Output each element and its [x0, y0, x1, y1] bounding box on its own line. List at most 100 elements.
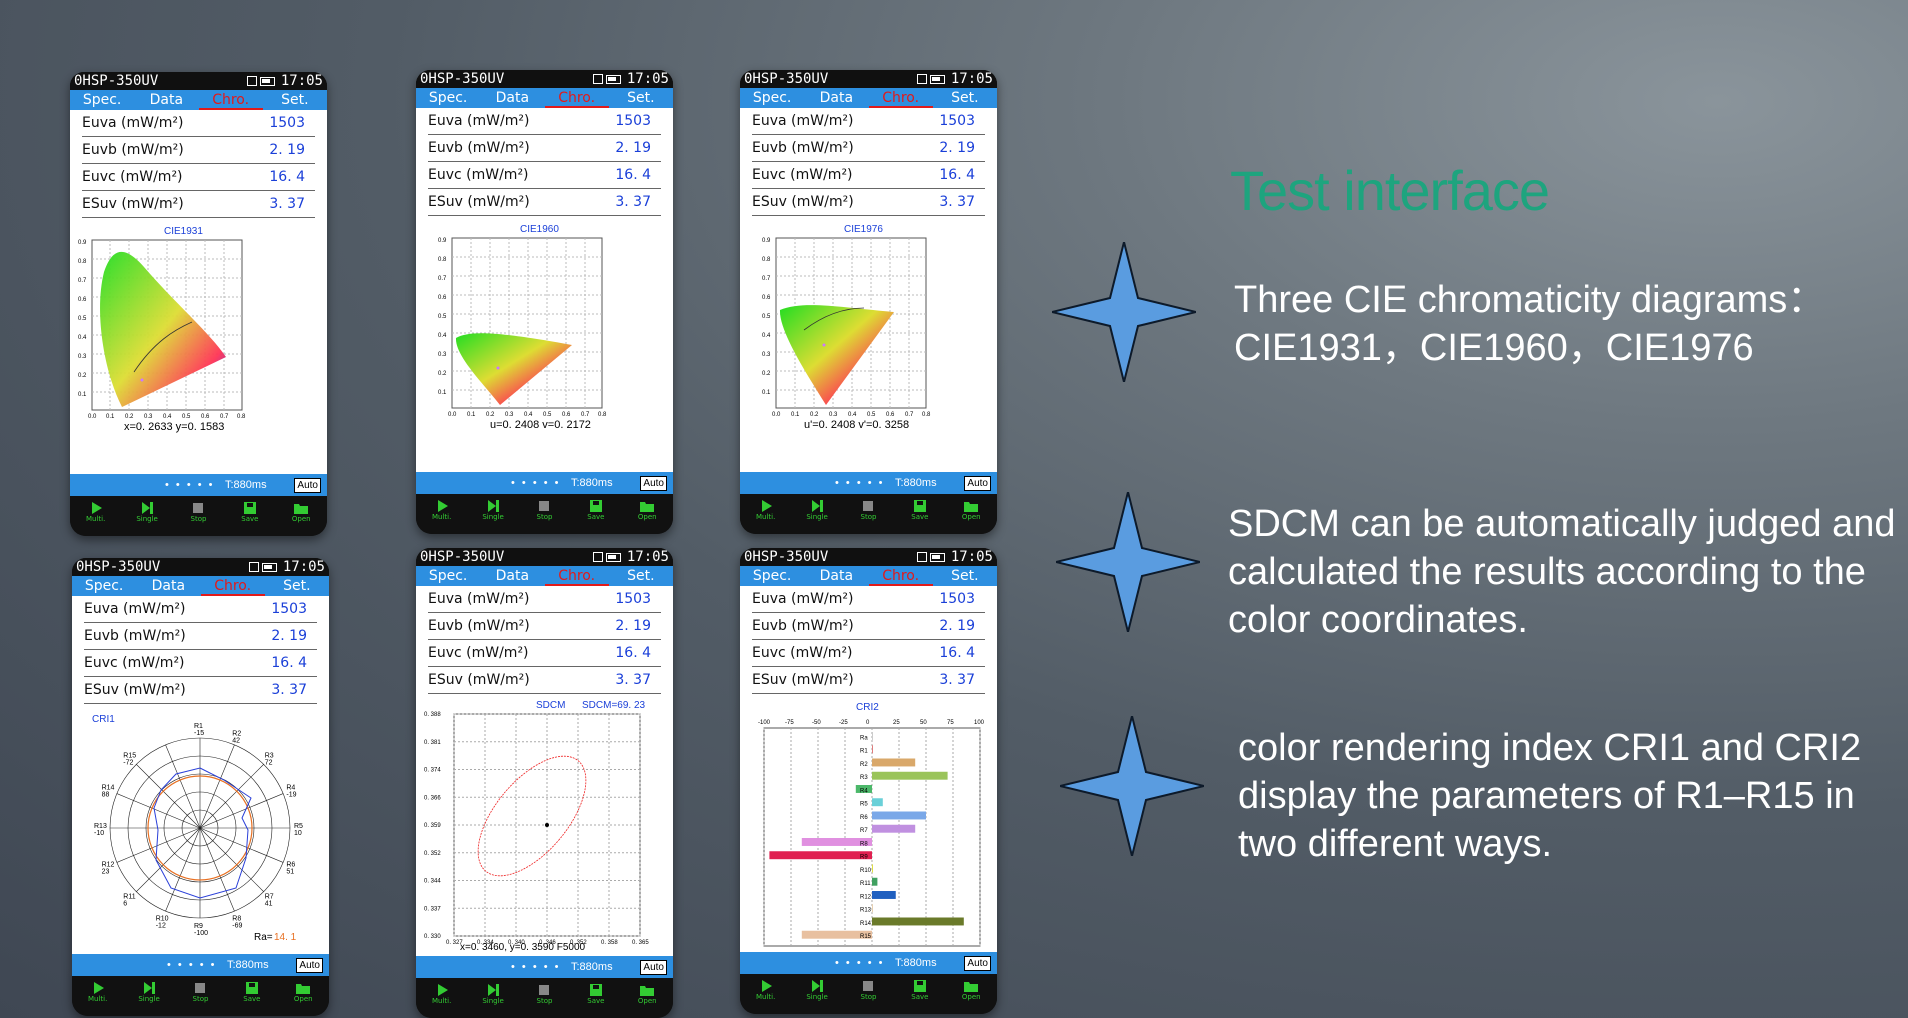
stop-key[interactable]: Stop [178, 502, 218, 523]
svg-text:0.7: 0.7 [78, 278, 87, 284]
tab-data[interactable]: Data [149, 92, 184, 108]
multi-key[interactable]: Multi. [78, 982, 118, 1003]
key-label: Multi. [88, 995, 108, 1003]
auto-button[interactable]: Auto [964, 476, 991, 491]
tab-data[interactable]: Data [495, 90, 530, 106]
tab-spec[interactable]: Spec. [84, 578, 124, 594]
auto-button[interactable]: Auto [640, 960, 667, 975]
stop-key[interactable]: Stop [524, 984, 564, 1005]
single-key[interactable]: Single [127, 502, 167, 523]
open-key[interactable]: Open [283, 982, 323, 1003]
tab-set[interactable]: Set. [283, 578, 311, 594]
tab-set[interactable]: Set. [627, 568, 655, 584]
single-key[interactable]: Single [129, 982, 169, 1003]
key-label: Single [138, 995, 160, 1003]
tab-spec[interactable]: Spec. [428, 568, 468, 584]
key-label: Save [587, 513, 605, 521]
open-key[interactable]: Open [951, 980, 991, 1001]
tab-data[interactable]: Data [151, 578, 186, 594]
multi-key[interactable]: Multi. [422, 984, 462, 1005]
auto-button[interactable]: Auto [640, 476, 667, 491]
save-key[interactable]: Save [576, 500, 616, 521]
key-label: Open [637, 513, 657, 521]
cri2-bar [872, 771, 948, 780]
measurement-value: 3. 37 [939, 194, 975, 210]
polar-label-value: -69 [232, 922, 242, 929]
stop-key[interactable]: Stop [180, 982, 220, 1003]
tab-spec[interactable]: Spec. [752, 568, 792, 584]
tab-data[interactable]: Data [819, 90, 854, 106]
tab-bar: Spec. Data Chro. Set. [740, 88, 997, 108]
measurement-label: Euvb (mW/m²) [752, 140, 854, 156]
tab-set[interactable]: Set. [951, 90, 979, 106]
description-line: two different ways. [1238, 823, 1553, 865]
save-icon [913, 500, 926, 512]
single-key[interactable]: Single [473, 984, 513, 1005]
tab-chro[interactable]: Chro. [198, 90, 263, 110]
step-icon [488, 984, 500, 996]
open-key[interactable]: Open [951, 500, 991, 521]
measurement-label: ESuv (mW/m²) [752, 194, 854, 210]
battery-icon [930, 75, 945, 84]
single-key[interactable]: Single [473, 500, 513, 521]
clock: 17:05 [280, 73, 323, 89]
bottom-bar: • • • • • T:880ms Auto [416, 472, 673, 494]
category-label: R8 [860, 841, 868, 847]
tab-spec[interactable]: Spec. [752, 90, 792, 106]
measurement-row: Euva (mW/m²) 1503 [752, 586, 985, 613]
tab-set[interactable]: Set. [281, 92, 309, 108]
multi-key[interactable]: Multi. [76, 502, 116, 523]
tab-set[interactable]: Set. [627, 90, 655, 106]
stop-key[interactable]: Stop [848, 980, 888, 1001]
save-key[interactable]: Save [576, 984, 616, 1005]
tab-data[interactable]: Data [495, 568, 530, 584]
open-key[interactable]: Open [281, 502, 321, 523]
polar-label-name: R11 [123, 894, 135, 901]
sd-card-icon [917, 552, 927, 562]
key-label: Multi. [86, 515, 106, 523]
svg-text:0.2: 0.2 [438, 371, 447, 377]
open-key[interactable]: Open [627, 984, 667, 1005]
svg-text:0.1: 0.1 [438, 390, 447, 396]
tab-chro[interactable]: Chro. [544, 566, 609, 586]
page-dots: • • • • • [511, 961, 561, 973]
tab-data[interactable]: Data [819, 568, 854, 584]
cri2-bar [872, 732, 873, 740]
multi-key[interactable]: Multi. [746, 500, 786, 521]
clock: 17:05 [950, 549, 993, 565]
tab-chro[interactable]: Chro. [868, 88, 933, 108]
polar-label-value: 6 [123, 901, 127, 908]
auto-button[interactable]: Auto [294, 478, 321, 493]
single-key[interactable]: Single [797, 980, 837, 1001]
tab-spec[interactable]: Spec. [428, 90, 468, 106]
stop-key[interactable]: Stop [524, 500, 564, 521]
stop-key[interactable]: Stop [848, 500, 888, 521]
save-key[interactable]: Save [230, 502, 270, 523]
category-label: R2 [860, 762, 868, 768]
tab-chro[interactable]: Chro. [200, 576, 265, 596]
open-key[interactable]: Open [627, 500, 667, 521]
tab-set[interactable]: Set. [951, 568, 979, 584]
multi-key[interactable]: Multi. [746, 980, 786, 1001]
device-cie1976: 0HSP-350UV 17:05 Spec. Data Chro. Set. E… [740, 70, 997, 534]
save-key[interactable]: Save [900, 980, 940, 1001]
cri2-bar [872, 891, 896, 899]
step-icon [144, 982, 156, 994]
save-key[interactable]: Save [900, 500, 940, 521]
auto-button[interactable]: Auto [296, 958, 323, 973]
measurement-value: 1503 [939, 591, 975, 607]
single-key[interactable]: Single [797, 500, 837, 521]
multi-key[interactable]: Multi. [422, 500, 462, 521]
save-key[interactable]: Save [232, 982, 272, 1003]
tab-chro[interactable]: Chro. [544, 88, 609, 108]
tab-spec[interactable]: Spec. [82, 92, 122, 108]
cri2-bar [872, 798, 883, 807]
auto-button[interactable]: Auto [964, 956, 991, 971]
svg-text:0.2: 0.2 [810, 412, 819, 418]
screen: Euva (mW/m²) 1503 Euvb (mW/m²) 2. 19 Euvc … [740, 108, 997, 472]
tab-chro[interactable]: Chro. [868, 566, 933, 586]
save-icon [589, 984, 602, 996]
softkey-bar: Multi. Single Stop Save Open [416, 978, 673, 1018]
measurement-label: Euvc (mW/m²) [82, 169, 183, 185]
y-tick-label: 0. 359 [424, 823, 441, 829]
